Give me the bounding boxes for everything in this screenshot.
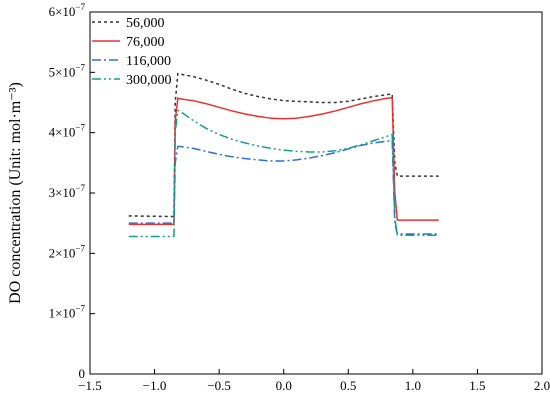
y-axis-ticks: 0 1×10−7 2×10−7 3×10−7 4×10−7 5×10−7 6×10−7: [49, 2, 95, 381]
x-tick-label: −1.0: [143, 378, 167, 393]
x-tick-label: 1.5: [469, 378, 485, 393]
x-tick-label: −1.5: [78, 378, 102, 393]
x-tick-label: 0.5: [340, 378, 356, 393]
series-line-4: [128, 109, 439, 238]
y-tick-label: 0: [79, 366, 86, 381]
y-tick-label: 2×10−7: [49, 243, 86, 260]
x-tick-label: 2.0: [534, 378, 550, 393]
y-tick-label: 4×10−7: [49, 123, 86, 140]
y-tick-label: 5×10−7: [49, 62, 86, 79]
x-tick-label: 1.0: [405, 378, 421, 393]
legend-label: 300,000: [126, 73, 172, 88]
x-axis-ticks: −1.5 −1.0 −0.5 0.0 0.5 1.0 1.5 2.0: [78, 369, 550, 393]
legend-label: 116,000: [126, 54, 171, 69]
series-layer: [128, 72, 439, 238]
y-tick-label: 6×10−7: [49, 2, 86, 19]
y-tick-label: 1×10−7: [49, 304, 86, 321]
series-line-2: [128, 96, 439, 226]
series-line-3: [128, 139, 439, 235]
y-axis-label: DO concentration (Unit: mol·m⁻³): [7, 82, 24, 304]
legend: 56,000 76,000 116,000 300,000: [92, 16, 172, 88]
legend-label: 76,000: [126, 35, 165, 50]
legend-label: 56,000: [126, 16, 165, 31]
x-tick-label: −0.5: [207, 378, 231, 393]
y-tick-label: 3×10−7: [49, 183, 86, 200]
x-tick-label: 0.0: [276, 378, 292, 393]
